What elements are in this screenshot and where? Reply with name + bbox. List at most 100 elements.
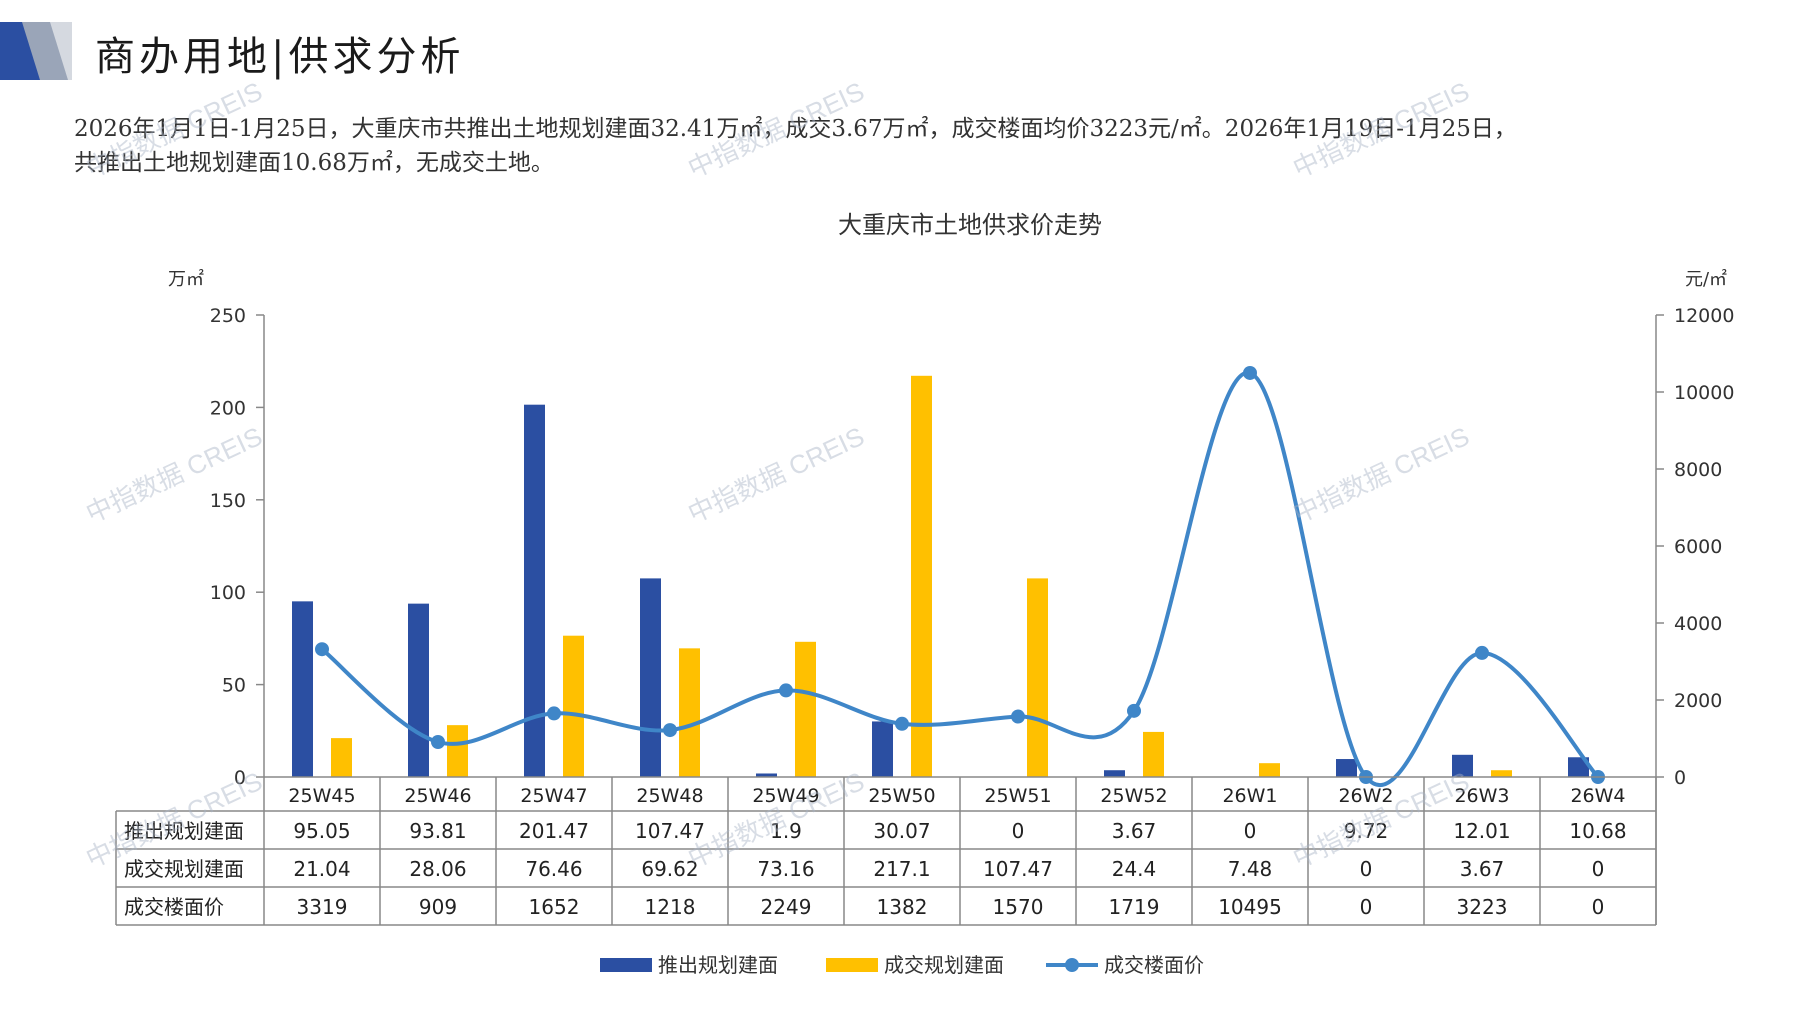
table-cell-value: 69.62 [641,857,698,881]
price-point [779,683,793,698]
category-label: 26W4 [1570,785,1625,807]
table-cell-value: 0 [1592,857,1605,881]
table-cell-value: 107.47 [635,819,705,843]
price-point [1011,709,1025,724]
table-cell-value: 201.47 [519,819,589,843]
table-cell-value: 3223 [1457,895,1508,919]
category-label: 26W1 [1222,785,1277,807]
price-line [320,370,1600,788]
right-tick-label: 6000 [1674,536,1722,558]
left-tick-label: 50 [222,675,246,697]
supply-bar [1568,757,1589,777]
left-tick-label: 150 [210,490,246,512]
category-label: 25W46 [404,785,471,807]
table-cell-value: 28.06 [409,857,466,881]
category-label: 25W50 [868,785,935,807]
table-cell-value: 0 [1012,819,1025,843]
category-label: 25W52 [1100,785,1167,807]
deal-bar [331,738,352,777]
summary-text: 2026年1月1日-1月25日，大重庆市共推出土地规划建面32.41万㎡，成交3… [74,112,1734,180]
chart-title: 大重庆市土地供求价走势 [838,211,1102,239]
table-cell-value: 217.1 [873,857,930,881]
deal-bar [447,725,468,777]
table-cell-value: 3.67 [1112,819,1157,843]
price-point [1243,365,1257,380]
price-point [315,642,329,657]
price-point [431,735,445,750]
supply-bar [640,578,661,777]
supply-bar [1452,754,1473,777]
title-decoration-icon [0,22,72,80]
table-cell-value: 3319 [297,895,348,919]
category-label: 26W2 [1338,785,1393,807]
category-label: 25W45 [288,785,355,807]
deal-bar [1143,731,1164,777]
deal-bar [563,635,584,777]
price-point [547,706,561,721]
category-label: 25W49 [752,785,819,807]
supply-bar [292,601,313,777]
legend-deal-swatch [826,958,878,972]
table-cell-value: 9.72 [1344,819,1389,843]
table-cell-value: 1719 [1109,895,1160,919]
deal-bar [679,648,700,777]
legend-supply-swatch [600,958,652,972]
legend-price-marker [1065,958,1079,972]
table-cell-value: 24.4 [1112,857,1157,881]
table-cell-value: 3.67 [1460,857,1505,881]
deal-bar [1259,763,1280,777]
deal-bar [1027,578,1048,777]
page-title: 商办用地|供求分析 [95,34,465,80]
right-tick-label: 8000 [1674,459,1722,481]
left-tick-label: 0 [234,767,246,789]
price-point [663,723,677,738]
right-tick-label: 2000 [1674,690,1722,712]
legend-price-label: 成交楼面价 [1104,953,1204,977]
price-point [1127,703,1141,718]
table-cell-value: 10.68 [1569,819,1626,843]
table-cell-value: 1218 [645,895,696,919]
legend-supply-label: 推出规划建面 [658,953,778,977]
table-cell-value: 95.05 [293,819,350,843]
table-cell-value: 1652 [529,895,580,919]
table-cell-value: 76.46 [525,857,582,881]
category-label: 25W51 [984,785,1051,807]
supply-bar [872,721,893,777]
table-cell-value: 30.07 [873,819,930,843]
summary-line-2: 共推出土地规划建面10.68万㎡，无成交土地。 [74,150,554,176]
table-cell-value: 107.47 [983,857,1053,881]
table-cell-value: 1382 [877,895,928,919]
deal-bar [911,375,932,777]
supply-bar [1104,770,1125,777]
table-cell-value: 10495 [1218,895,1282,919]
price-point [1475,645,1489,660]
table-row-header: 成交楼面价 [124,895,224,919]
right-tick-label: 0 [1674,767,1686,789]
right-tick-label: 10000 [1674,382,1734,404]
table-cell-value: 73.16 [757,857,814,881]
category-label: 25W47 [520,785,587,807]
left-tick-label: 100 [210,582,246,604]
table-cell-value: 21.04 [293,857,350,881]
summary-line-1: 2026年1月1日-1月25日，大重庆市共推出土地规划建面32.41万㎡，成交3… [74,116,1517,142]
table-cell-value: 7.48 [1228,857,1273,881]
price-point [895,716,909,731]
left-tick-label: 250 [210,305,246,327]
right-tick-label: 12000 [1674,305,1734,327]
table-cell-value: 12.01 [1453,819,1510,843]
supply-bar [408,603,429,777]
table-cell-value: 1.9 [770,819,802,843]
category-label: 25W48 [636,785,703,807]
table-cell-value: 1570 [993,895,1044,919]
table-row-header: 成交规划建面 [124,857,244,881]
table-cell-value: 0 [1360,895,1373,919]
table-cell-value: 0 [1592,895,1605,919]
legend-deal-label: 成交规划建面 [884,953,1004,977]
right-axis-unit: 元/㎡ [1685,268,1727,290]
left-axis-unit: 万㎡ [168,268,204,290]
table-cell-value: 93.81 [409,819,466,843]
table-cell-value: 909 [419,895,457,919]
table-row-header: 推出规划建面 [124,819,244,843]
supply-bar [1336,759,1357,777]
